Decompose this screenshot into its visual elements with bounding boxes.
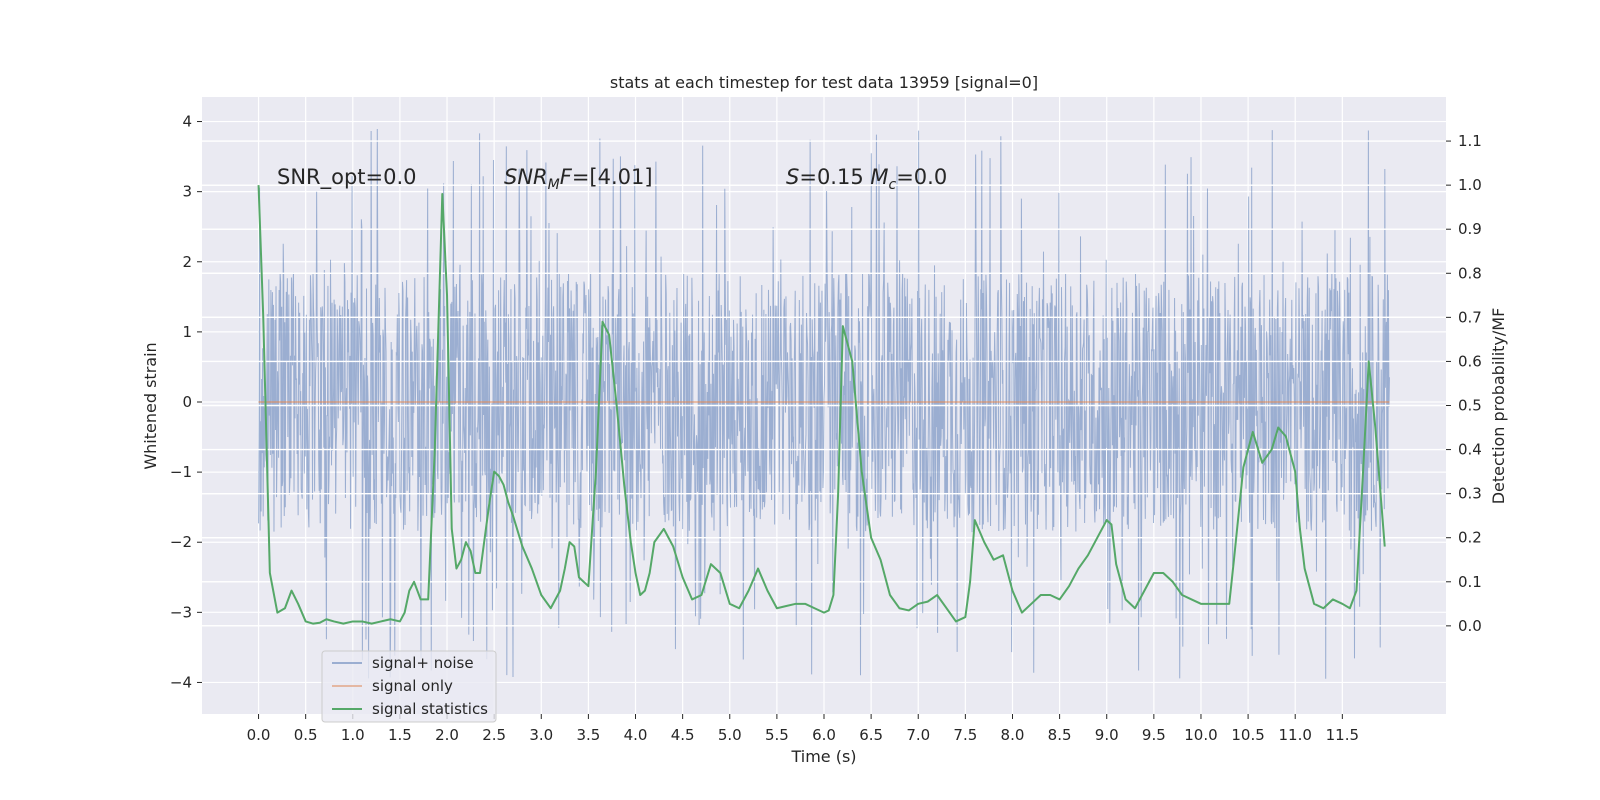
x-tick-label: 9.0 [1095,726,1119,744]
x-tick-label: 1.0 [341,726,365,744]
annotation-snr-opt: SNR_opt=0.0 [277,165,417,190]
y-tick-label: −1 [170,463,192,481]
y-tick-label: 1 [182,323,192,341]
x-tick-label: 4.0 [624,726,648,744]
x-tick-label: 10.0 [1184,726,1217,744]
overlay-grid [202,140,1446,627]
y-tick-label: 0 [182,393,192,411]
y-tick-label: 2 [182,253,192,271]
x-tick-label: 5.5 [765,726,789,744]
y-right-tick-label: 0.0 [1458,617,1482,635]
x-tick-label: 3.0 [529,726,553,744]
x-tick-label: 7.5 [953,726,977,744]
y-tick-label: 4 [182,113,192,131]
y-right-tick-label: 0.9 [1458,220,1482,238]
x-axis-ticks: 0.0 0.5 1.0 1.5 2.0 2.5 3.0 3.5 4.0 4.5 5.0 5.5 6.0 6… [247,714,1359,744]
x-tick-label: 11.0 [1279,726,1312,744]
y-right-tick-label: 0.2 [1458,529,1482,547]
y-right-tick-label: 0.3 [1458,485,1482,503]
x-tick-label: 0.5 [294,726,318,744]
y-right-tick-label: 0.4 [1458,441,1482,459]
y-tick-label: 3 [182,183,192,201]
x-tick-label: 6.0 [812,726,836,744]
y-right-tick-label: 0.1 [1458,573,1482,591]
noise-line [258,129,1390,679]
noise-series [258,129,1390,679]
x-tick-label: 6.5 [859,726,883,744]
legend-label-stats: signal statistics [372,700,488,718]
y-right-tick-label: 0.5 [1458,397,1482,415]
y-right-axis-ticks: 0.0 0.1 0.2 0.3 0.4 0.5 0.6 0.7 0.8 0.9 1.0 1.1 [1446,132,1482,635]
y-right-tick-label: 1.0 [1458,176,1482,194]
x-tick-label: 8.0 [1001,726,1025,744]
y-tick-label: −2 [170,533,192,551]
y-axis-label: Whitened strain [141,342,160,469]
signal-statistics-line [257,185,1386,625]
x-tick-label: 10.5 [1231,726,1264,744]
y-right-axis-label: Detection probability/MF [1489,308,1508,505]
legend-box [321,650,497,723]
x-tick-label: 0.0 [247,726,271,744]
y-tick-label: −3 [170,603,192,621]
x-tick-label: 4.5 [671,726,695,744]
x-tick-label: 9.5 [1142,726,1166,744]
y-right-tick-label: 0.6 [1458,352,1482,370]
legend-label-noise: signal+ noise [372,654,474,672]
x-tick-label: 1.5 [388,726,412,744]
x-tick-label: 11.5 [1326,726,1359,744]
y-right-tick-label: 1.1 [1458,132,1482,150]
x-tick-label: 8.5 [1048,726,1072,744]
x-tick-label: 7.0 [906,726,930,744]
x-tick-label: 2.5 [482,726,506,744]
legend-label-signal: signal only [372,677,453,695]
x-tick-label: 3.5 [576,726,600,744]
x-tick-label: 5.0 [718,726,742,744]
y-axis-ticks: −4 −3 −2 −1 0 1 2 3 4 [170,113,202,691]
y-tick-label: −4 [170,673,192,691]
stats-series [257,185,1386,625]
x-axis-label: Time (s) [790,747,856,766]
x-tick-label: 2.0 [435,726,459,744]
y-right-tick-label: 0.8 [1458,264,1482,282]
legend: signal+ noise signal only signal statist… [321,650,497,723]
y-right-tick-label: 0.7 [1458,308,1482,326]
annotation-s-mc: S=0.15 Mc=0.0 [786,165,947,193]
chart-title: stats at each timestep for test data 139… [610,73,1038,92]
annotation-snr-mf: SNRMF=[4.01] [504,165,653,193]
